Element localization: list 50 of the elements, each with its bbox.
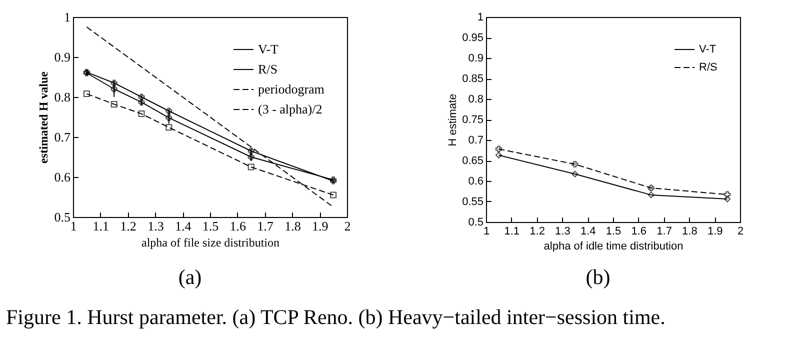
y-tick-label: 0.85 (462, 73, 484, 85)
x-tick-label: 1.4 (174, 218, 192, 234)
x-tick-label: 1.5 (202, 218, 219, 234)
x-axis-title: alpha of file size distribution (142, 236, 280, 250)
legend-label: R/S (258, 62, 278, 76)
caption: Figure 1. Hurst parameter. (a) TCP Reno. (b) Heavy−tailed inter−session time. (6, 305, 666, 330)
legend-label: V-T (699, 44, 716, 56)
y-tick-label: 0.7 (54, 130, 71, 144)
x-tick-label: 2 (344, 218, 351, 234)
x-tick-label: 1.4 (580, 226, 596, 238)
y-tick-label: 0.6 (54, 170, 71, 184)
y-tick-label: 0.75 (462, 114, 484, 126)
x-tick-label: 1.9 (312, 218, 328, 234)
x-tick-label: 1.9 (707, 226, 723, 238)
y-tick-label: 0.5 (468, 216, 484, 228)
x-tick-label: 1.6 (230, 218, 247, 234)
y-tick-label: 0.9 (54, 50, 70, 64)
x-tick-label: 1.7 (656, 226, 672, 238)
x-tick-label: 1.8 (284, 218, 301, 234)
legend-label: (3 - alpha)/2 (258, 102, 322, 116)
y-axis-title: H estimate (447, 94, 460, 146)
y-tick-label: 0.5 (54, 210, 70, 224)
y-axis-title: estimated H value (36, 70, 50, 164)
y-tick-label: 1 (64, 10, 70, 24)
x-tick-label: 1.3 (148, 218, 164, 234)
y-tick-label: 0.95 (462, 32, 484, 44)
x-tick-label: 1.2 (120, 218, 136, 234)
y-tick-label: 0.65 (462, 155, 484, 167)
y-tick-label: 0.55 (462, 196, 484, 208)
y-tick-label: 0.8 (468, 94, 484, 106)
legend-label: periodogram (258, 82, 324, 96)
text: (b) (584, 265, 612, 290)
x-tick-label: 1.7 (257, 218, 274, 234)
y-tick-label: 0.6 (468, 176, 484, 188)
x-tick-label: 1.3 (555, 226, 570, 238)
y-tick-label: 0.9 (468, 52, 484, 64)
y-tick-label: 0.8 (54, 90, 70, 104)
x-tick-label: 1.5 (606, 226, 622, 238)
x-tick-label: 1.1 (92, 218, 110, 234)
x-tick-label: 1.6 (631, 226, 647, 238)
x-tick-label: 1.2 (530, 226, 545, 238)
x-tick-label: 1.1 (504, 226, 520, 238)
x-tick-label: 2 (737, 226, 744, 238)
x-axis-title: alpha of idle time distribution (544, 240, 684, 252)
legend-label: R/S (699, 62, 718, 74)
x-tick-label: 1.8 (682, 226, 698, 238)
legend-label: V-T (258, 42, 279, 56)
text: (a) (177, 265, 203, 290)
y-tick-label: 0.7 (468, 134, 484, 146)
y-tick-label: 1 (477, 12, 484, 24)
